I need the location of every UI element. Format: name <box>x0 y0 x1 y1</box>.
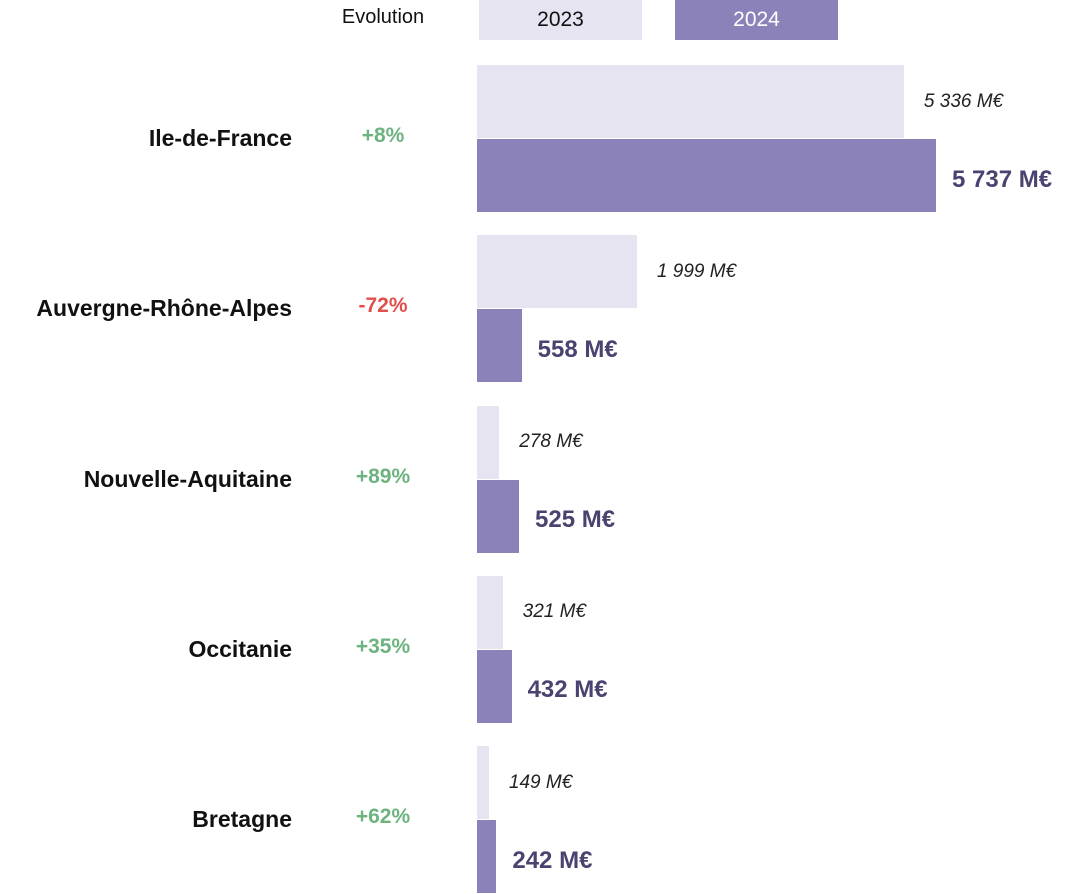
bar <box>477 65 904 138</box>
value-label: 242 M€ <box>512 846 593 874</box>
bar <box>477 309 522 383</box>
value-label: 321 M€ <box>522 601 587 623</box>
value-label: 278 M€ <box>519 431 583 452</box>
bar <box>477 746 489 819</box>
category-label: Ile-de-France <box>148 125 292 151</box>
value-label: 5 737 M€ <box>952 165 1053 193</box>
bar <box>477 820 497 893</box>
value-label: 5 336 M€ <box>923 90 1004 112</box>
value-label: 149 M€ <box>508 771 573 793</box>
evolution-header: Evolution <box>341 6 425 28</box>
category-label: Bretagne <box>192 806 292 832</box>
legend-item: 2023 <box>479 0 642 40</box>
category-label: Auvergne-Rhône-Alpes <box>36 295 292 322</box>
category-label: Occitanie <box>188 635 292 662</box>
category-label: Nouvelle-Aquitaine <box>83 465 292 492</box>
legend-item: 2024 <box>675 0 838 40</box>
evolution-label: -72% <box>358 294 408 318</box>
value-label: 558 M€ <box>537 335 618 363</box>
evolution-label: +89% <box>355 464 411 488</box>
bar <box>477 235 637 309</box>
bar <box>477 479 519 553</box>
value-label: 525 M€ <box>535 506 616 533</box>
bar <box>477 575 503 649</box>
evolution-label: +62% <box>355 805 411 828</box>
evolution-label: +8% <box>361 124 405 147</box>
evolution-label: +35% <box>355 634 411 658</box>
bar <box>477 139 936 212</box>
value-label: 432 M€ <box>527 676 608 704</box>
bar <box>477 405 500 479</box>
bar <box>477 649 512 723</box>
value-label: 1 999 M€ <box>656 260 737 282</box>
